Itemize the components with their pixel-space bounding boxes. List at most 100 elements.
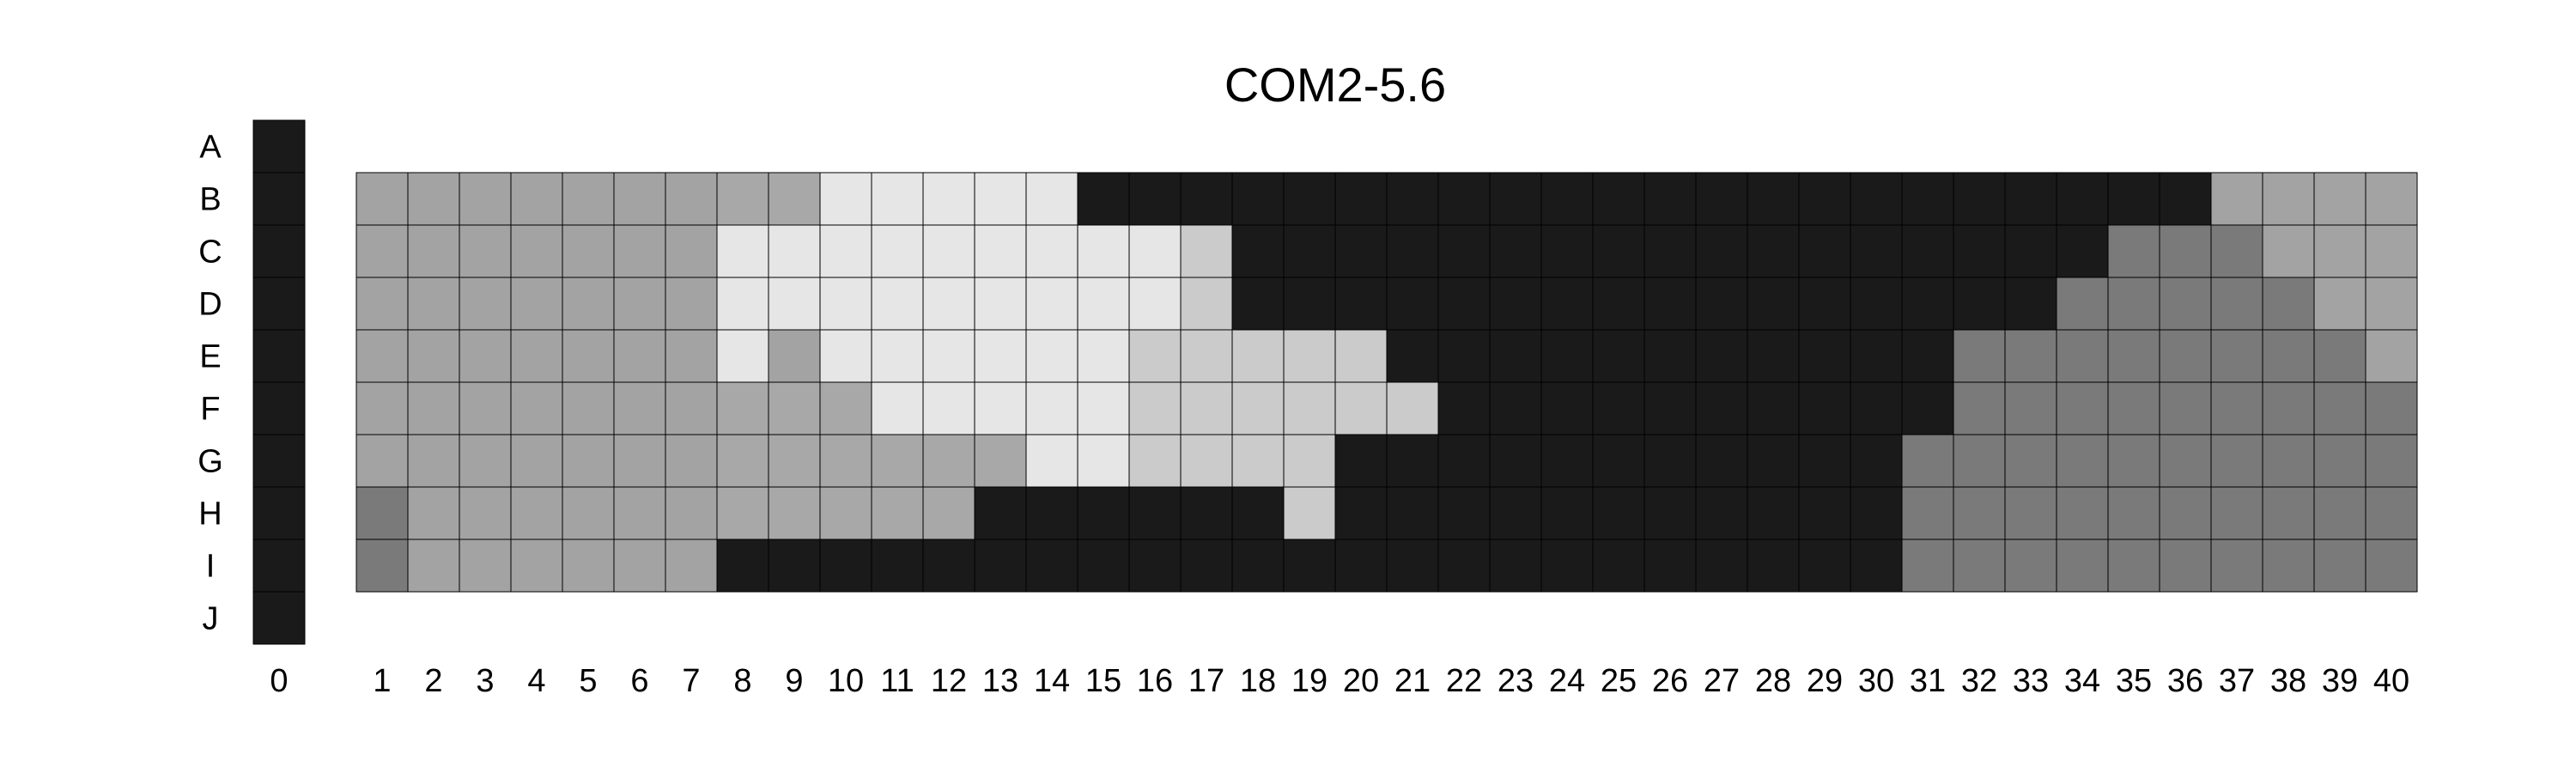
column-label-31: 31 — [1910, 663, 1946, 699]
heatmap-cell-F-39 — [2313, 381, 2366, 435]
heatmap-cells — [252, 119, 2418, 645]
heatmap-cell-I-26 — [1643, 539, 1697, 593]
column-label-27: 27 — [1704, 663, 1740, 699]
heatmap-cell-H-27 — [1695, 486, 1748, 540]
heatmap-cell-C-6 — [613, 224, 666, 278]
column-label-37: 37 — [2219, 663, 2255, 699]
heatmap-cell-B-34 — [2056, 172, 2109, 226]
column-label-25: 25 — [1601, 663, 1637, 699]
heatmap-cell-H-9 — [768, 486, 821, 540]
heatmap-cell-E-1 — [355, 329, 409, 383]
heatmap-cell-C-30 — [1850, 224, 1903, 278]
column-label-16: 16 — [1137, 663, 1173, 699]
heatmap-cell-G-4 — [510, 434, 563, 488]
heatmap-cell-I-4 — [510, 539, 563, 593]
heatmap-cell-H-5 — [562, 486, 615, 540]
heatmap-cell-F-29 — [1798, 381, 1851, 435]
heatmap-cell-G-6 — [613, 434, 666, 488]
heatmap-cell-G-22 — [1437, 434, 1491, 488]
heatmap-cell-F-31 — [1901, 381, 1954, 435]
heatmap-cell-E-25 — [1592, 329, 1645, 383]
heatmap-cell-H-3 — [459, 486, 512, 540]
heatmap-cell-H-6 — [613, 486, 666, 540]
heatmap-cell-E-16 — [1128, 329, 1182, 383]
heatmap-cell-E-20 — [1334, 329, 1388, 383]
heatmap-cell-G-13 — [974, 434, 1027, 488]
row-label-E: E — [199, 339, 221, 375]
heatmap-cell-I-32 — [1953, 539, 2006, 593]
heatmap-cell-F-35 — [2107, 381, 2160, 435]
column-label-3: 3 — [476, 663, 494, 699]
heatmap-cell-G-16 — [1128, 434, 1182, 488]
heatmap-cell-C-0 — [252, 224, 306, 278]
column-label-4: 4 — [527, 663, 545, 699]
column-label-10: 10 — [828, 663, 864, 699]
heatmap-cell-I-5 — [562, 539, 615, 593]
heatmap-cell-G-37 — [2210, 434, 2263, 488]
heatmap-cell-F-40 — [2365, 381, 2418, 435]
column-label-24: 24 — [1549, 663, 1585, 699]
heatmap-cell-D-20 — [1334, 277, 1388, 331]
column-label-2: 2 — [424, 663, 442, 699]
heatmap-cell-D-24 — [1540, 277, 1594, 331]
heatmap-cell-B-17 — [1180, 172, 1233, 226]
heatmap-cell-H-34 — [2056, 486, 2109, 540]
column-label-6: 6 — [630, 663, 648, 699]
heatmap-cell-I-25 — [1592, 539, 1645, 593]
heatmap-cell-E-15 — [1077, 329, 1130, 383]
heatmap-cell-E-26 — [1643, 329, 1697, 383]
heatmap-cell-F-10 — [819, 381, 872, 435]
heatmap-cell-C-16 — [1128, 224, 1182, 278]
heatmap-cell-C-33 — [2004, 224, 2057, 278]
heatmap-cell-G-27 — [1695, 434, 1748, 488]
heatmap-cell-G-28 — [1747, 434, 1800, 488]
column-labels: 0 1 2 3 4 5 6 7 8 9 10 11 12 13 14 15 16 17 18 19 20 21 22 23 24… — [270, 663, 2409, 699]
heatmap-cell-G-33 — [2004, 434, 2057, 488]
heatmap-cell-I-36 — [2159, 539, 2212, 593]
heatmap-cell-E-9 — [768, 329, 821, 383]
heatmap-cell-G-19 — [1283, 434, 1336, 488]
heatmap-cell-G-40 — [2365, 434, 2418, 488]
heatmap-cell-H-35 — [2107, 486, 2160, 540]
heatmap-cell-I-37 — [2210, 539, 2263, 593]
heatmap-cell-G-38 — [2262, 434, 2315, 488]
heatmap-cell-E-32 — [1953, 329, 2006, 383]
heatmap-cell-G-29 — [1798, 434, 1851, 488]
heatmap-cell-I-7 — [665, 539, 718, 593]
heatmap-cell-H-24 — [1540, 486, 1594, 540]
heatmap-cell-D-26 — [1643, 277, 1697, 331]
heatmap-cell-E-13 — [974, 329, 1027, 383]
heatmap-cell-F-36 — [2159, 381, 2212, 435]
heatmap-cell-F-37 — [2210, 381, 2263, 435]
heatmap-cell-D-2 — [407, 277, 460, 331]
heatmap-cell-B-5 — [562, 172, 615, 226]
column-label-35: 35 — [2116, 663, 2152, 699]
heatmap-cell-D-6 — [613, 277, 666, 331]
heatmap-cell-G-25 — [1592, 434, 1645, 488]
heatmap-cell-F-5 — [562, 381, 615, 435]
heatmap-cell-D-21 — [1386, 277, 1439, 331]
heatmap-cell-H-38 — [2262, 486, 2315, 540]
heatmap-cell-E-22 — [1437, 329, 1491, 383]
heatmap-cell-B-15 — [1077, 172, 1130, 226]
heatmap-cell-H-11 — [871, 486, 924, 540]
row-label-G: G — [197, 444, 223, 480]
heatmap-cell-G-35 — [2107, 434, 2160, 488]
heatmap-cell-G-15 — [1077, 434, 1130, 488]
heatmap-cell-I-29 — [1798, 539, 1851, 593]
heatmap-cell-C-15 — [1077, 224, 1130, 278]
heatmap-cell-G-3 — [459, 434, 512, 488]
heatmap-cell-I-15 — [1077, 539, 1130, 593]
heatmap-cell-B-8 — [716, 172, 769, 226]
heatmap-cell-C-4 — [510, 224, 563, 278]
heatmap-cell-G-20 — [1334, 434, 1388, 488]
heatmap-cell-G-34 — [2056, 434, 2109, 488]
heatmap-cell-E-34 — [2056, 329, 2109, 383]
heatmap-cell-B-35 — [2107, 172, 2160, 226]
heatmap-cell-E-18 — [1231, 329, 1285, 383]
heatmap-cell-H-16 — [1128, 486, 1182, 540]
row-label-J: J — [203, 601, 219, 637]
heatmap-cell-G-8 — [716, 434, 769, 488]
heatmap-cell-H-18 — [1231, 486, 1285, 540]
